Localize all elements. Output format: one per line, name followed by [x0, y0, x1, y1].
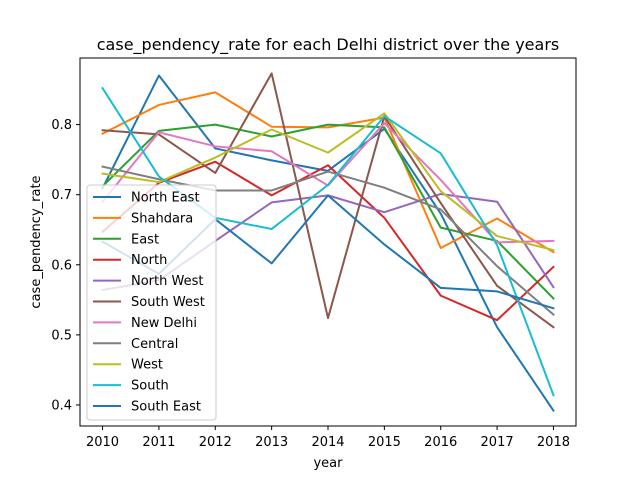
x-axis: 2010 2011 2012 2013 2014 2015 2016 2017 2018 [86, 426, 570, 450]
legend-label: South West [131, 295, 205, 310]
series-line-8 [101, 112, 555, 252]
y-axis: 0.4 0.5 0.6 0.7 0.8 [51, 118, 80, 413]
x-tick-label: 2015 [368, 435, 401, 450]
x-tick-label: 2011 [142, 435, 175, 450]
legend-label: North West [131, 274, 203, 289]
legend-item: New Delhi [93, 316, 197, 331]
legend-label: East [131, 232, 159, 247]
legend-item: South East [93, 400, 201, 415]
series-line-2 [101, 123, 555, 300]
x-tick-label: 2016 [424, 435, 457, 450]
legend-label: Shahdara [131, 211, 193, 226]
legend-item: South [93, 379, 169, 394]
y-tick-label: 0.4 [51, 398, 72, 413]
legend-label: South East [131, 400, 201, 415]
y-tick-label: 0.7 [51, 188, 72, 203]
series-line-1 [101, 91, 555, 254]
legend-item: Central [93, 337, 178, 352]
legend-label: Central [131, 337, 178, 352]
legend: North East Shahdara East North North West Sou… [86, 184, 217, 421]
legend-item: Shahdara [93, 211, 193, 226]
x-axis-label: year [313, 456, 343, 471]
legend-item: East [93, 232, 159, 247]
legend-label: South [131, 379, 169, 394]
y-tick-label: 0.8 [51, 118, 72, 133]
legend-item: North [93, 253, 167, 268]
legend-item: West [93, 358, 163, 373]
legend-label: North [131, 253, 167, 268]
y-axis-label: case_pendency_rate [29, 175, 44, 308]
y-tick-label: 0.5 [51, 328, 72, 343]
x-tick-label: 2012 [199, 435, 232, 450]
series-line-7 [101, 165, 555, 316]
legend-box [86, 184, 217, 421]
x-tick-label: 2017 [481, 435, 514, 450]
series-line-3 [101, 160, 555, 322]
x-tick-label: 2013 [255, 435, 288, 450]
legend-label: New Delhi [131, 316, 197, 331]
y-tick-label: 0.6 [51, 258, 72, 273]
chart-title: case_pendency_rate for each Delhi distri… [97, 35, 559, 55]
x-tick-label: 2018 [537, 435, 570, 450]
x-tick-label: 2014 [311, 435, 344, 450]
series-line-5 [101, 72, 555, 329]
legend-item: North West [93, 274, 203, 289]
legend-label: West [131, 358, 163, 373]
x-tick-label: 2010 [86, 435, 119, 450]
legend-item: North East [93, 191, 200, 206]
legend-label: North East [131, 191, 200, 206]
legend-item: South West [93, 295, 205, 310]
